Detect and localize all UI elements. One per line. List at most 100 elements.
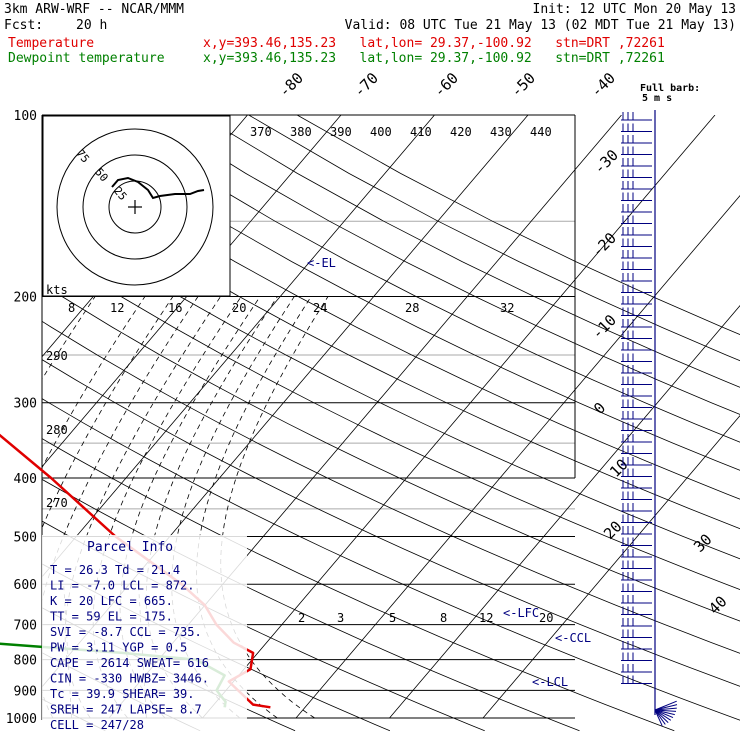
pressure-tick-label: 700 [14,619,37,634]
isotherm-label: -60 [430,69,462,101]
hodograph-speed-label: 32 [500,301,514,315]
mixing-ratio-label: 8 [440,611,447,625]
surface-wind-barb [654,709,672,721]
isotherm-label: 40 [705,592,731,618]
pressure-tick-label: 500 [14,531,37,546]
theta-e-label: 420 [450,125,472,139]
parcel-info-row: CIN = -330 HWBZ= 3446. [50,672,209,686]
parcel-info-row: CELL = 247/28 [50,718,144,732]
hodograph-speed-label: 12 [110,301,124,315]
parcel-info-row: K = 20 LFC = 665. [50,594,173,608]
surface-wind-barb [654,709,663,727]
dry-adiabat-line [42,359,740,687]
isotherm-label: -70 [350,69,382,101]
pressure-tick-label: 900 [14,684,37,699]
hodograph-speed-label: 8 [68,301,75,315]
surface-wind-barb [654,709,674,719]
theta-e-label: 370 [250,125,272,139]
dry-adiabat-line [151,115,740,415]
temperature-legend-name: Temperature [8,36,95,51]
dry-adiabat-line [42,283,740,622]
isotherm-line [202,115,716,719]
pressure-tick-label: 800 [14,654,37,669]
isotherm-line [482,414,740,719]
dry-adiabat-line [42,174,740,530]
hodograph-ring-label: 25 [111,184,129,203]
barb-legend-title: Full barb: [640,83,701,94]
theta-e-label: 440 [530,125,552,139]
isotherm-label: -10 [588,311,620,343]
parcel-info-row: T = 26.3 Td = 21.4 [50,563,180,577]
theta-e-label: 400 [370,125,392,139]
forecast-label: Fcst: [4,18,44,33]
hodograph-speed-label: 16 [168,301,182,315]
theta-e-label: 410 [410,125,432,139]
level-marker-label: <-EL [307,256,336,270]
parcel-info-row: SREH = 247 LAPSE= 8.7 [50,703,202,717]
hodograph-ring [56,128,214,286]
dry-adiabat-line [42,246,740,590]
isotherm-label: -50 [507,69,539,101]
hodograph-ring [82,154,188,260]
barb-legend-value: 5 m s [642,93,673,104]
hodograph-ring-label: 75 [73,147,91,166]
hodograph-speed-label: 24 [313,301,327,315]
wind-barbs [621,110,678,727]
pressure-tick-label: 300 [14,397,37,412]
temperature-legend-info: x,y=393.46,135.23 lat,lon= 29.37,-100.92… [203,36,665,51]
surface-wind-barb [654,709,675,716]
theta-e-label: 390 [330,125,352,139]
surface-wind-barb [654,704,678,711]
isotherm-label: -40 [587,69,619,101]
level-marker-label: <-CCL [555,631,591,645]
valid-time: Valid: 08 UTC Tue 21 May 13 (02 MDT Tue … [344,18,736,33]
mixing-ratio-label: 2 [298,611,305,625]
dry-adiabat-line [42,398,740,721]
parcel-info-row: LI = -7.0 LCL = 872. [50,579,195,593]
dry-adiabat-line [42,438,675,732]
isotherm-label: 20 [600,517,626,543]
surface-wind-barb [654,707,677,711]
isotherm-line [42,115,435,578]
dry-adiabat-line [0,115,11,731]
level-marker-label: <-LCL [532,675,568,689]
theta-label: 270 [46,496,68,510]
surface-wind-barb [654,709,666,725]
mixing-ratio-label: 3 [337,611,344,625]
parcel-info-row: Tc = 39.9 SHEAR= 39. [50,687,195,701]
isotherm-label: -30 [590,146,622,178]
dewpoint-legend-name: Dewpoint temperature [8,51,165,66]
pressure-tick-label: 600 [14,578,37,593]
init-time: Init: 12 UTC Mon 20 May 13 [532,2,737,17]
pressure-tick-label: 200 [14,291,37,306]
surface-wind-barb [654,709,677,712]
hodograph-frame [42,115,231,297]
isotherm-label: 30 [690,530,716,556]
dry-adiabat-line [42,138,740,500]
theta-e-label: 380 [290,125,312,139]
isotherm-label: -80 [275,69,307,101]
dewpoint-legend-info: x,y=393.46,135.23 lat,lon= 29.37,-100.92… [203,51,665,66]
parcel-info-row: SVI = -8.7 CCL = 735. [50,625,202,639]
dry-adiabat-line [248,115,740,362]
isotherm-line [42,115,342,468]
hodograph-trace [111,176,205,200]
dry-adiabat-line [42,209,740,560]
moist-adiabat-line [0,297,2,719]
dry-adiabat-line [42,320,740,654]
hodograph-unit-label: kts [46,283,68,297]
header: 3km ARW-WRF -- NCAR/MMM Init: 12 UTC Mon… [0,0,740,104]
mixing-ratio-label: 20 [539,611,553,625]
isotherm-line [295,194,740,719]
pressure-tick-label: 400 [14,472,37,487]
moist-adiabat-line [220,296,329,719]
surface-wind-barb [654,709,669,723]
parcel-info-row: CAPE = 2614 SWEAT= 616 [50,656,209,670]
parcel-info-title: Parcel Info [87,540,173,555]
theta-label: 280 [46,423,68,437]
parcel-info-row: PW = 3.11 YGP = 0.5 [50,641,187,655]
pressure-tick-label: 1000 [6,712,37,727]
